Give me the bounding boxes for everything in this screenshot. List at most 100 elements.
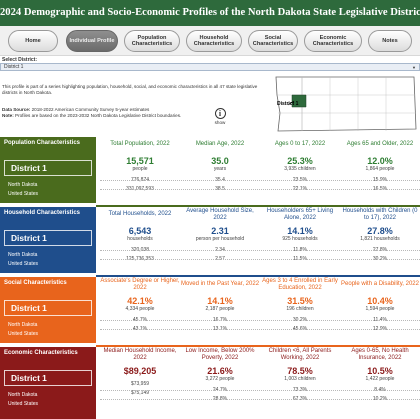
household-section: Household Characteristics District 1 Nor…	[0, 207, 420, 273]
section-sidebar: Population Characteristics District 1 No…	[0, 137, 96, 203]
district-select[interactable]: District 1 ▼	[0, 63, 420, 71]
show-label: show	[214, 120, 226, 125]
north-dakota-label: North Dakota	[8, 392, 38, 398]
stat-total-households: Total Households, 2022 6,543 households …	[100, 207, 180, 262]
district-select-label: Select District:	[2, 57, 38, 63]
stat-unit: 3,272 people	[205, 376, 235, 382]
united-states-label: United States	[8, 261, 39, 267]
stat-label: Children <6, All Parents Working, 2022	[268, 347, 332, 362]
united-states-label: United States	[8, 331, 39, 337]
section-sidebar: Social Characteristics District 1 North …	[0, 277, 96, 343]
source-text: 2018-2022 American Community Survey 5-ye…	[31, 107, 150, 112]
stat-label: Median Age, 2022	[195, 141, 245, 148]
stat-unit: person per household	[195, 236, 245, 242]
row-divider	[100, 180, 420, 181]
row-divider	[100, 329, 420, 330]
nav-economic-button[interactable]: Economic Characteristics	[304, 30, 362, 52]
row-divider	[100, 259, 420, 260]
stat-total-population: Total Population, 2022 15,571 people 776…	[100, 137, 180, 192]
map-district-label: District 1	[277, 101, 299, 107]
district-select-value: District 1	[4, 64, 24, 70]
stat-early-education: Ages 3 to 4 Enrolled in Early Education,…	[260, 277, 340, 333]
stat-unit: people	[132, 166, 148, 172]
stat-value: $89,205	[123, 366, 157, 376]
nav-individual-profile-button[interactable]: Individual Profile	[66, 30, 118, 52]
stat-households-children: Households with Children (0 to 17), 2022…	[340, 207, 420, 263]
stat-parents-working: Children <6, All Parents Working, 2022 7…	[260, 347, 340, 403]
stat-value: 10.4%	[367, 296, 393, 306]
stat-value: 42.1%	[127, 296, 153, 306]
stat-associates-degree: Associate's Degree or Higher, 2022 42.1%…	[100, 277, 180, 333]
north-dakota-label: North Dakota	[8, 182, 38, 188]
stat-value: 6,543	[128, 226, 152, 236]
row-divider	[100, 399, 420, 400]
section-separator	[96, 205, 420, 207]
stat-value: 21.6%	[207, 366, 233, 376]
stat-unit: 1,864 people	[365, 166, 395, 172]
stat-value: 35.0	[211, 156, 229, 166]
row-divider	[100, 189, 420, 190]
united-states-label: United States	[8, 401, 39, 407]
stat-label: Median Household Income, 2022	[103, 347, 177, 362]
social-section: Social Characteristics District 1 North …	[0, 277, 420, 343]
stat-label: Moved in the Past Year, 2022	[180, 281, 260, 288]
stat-unit: households	[127, 236, 153, 242]
section-title: Population Characteristics	[4, 140, 81, 146]
source-label: Data Source:	[2, 107, 31, 112]
intro-text: This profile is part of a series highlig…	[2, 84, 258, 95]
north-dakota-label: North Dakota	[8, 322, 38, 328]
stat-unit: 925 households	[282, 236, 318, 242]
nav-home-button[interactable]: Home	[8, 30, 58, 52]
stat-low-income: Low Income, Below 200% Poverty, 2022 21.…	[180, 347, 260, 403]
population-section: Population Characteristics District 1 No…	[0, 137, 420, 203]
section-separator	[96, 275, 420, 277]
stat-moved-past-year: Moved in the Past Year, 2022 14.1% 2,187…	[180, 277, 260, 332]
stat-unit: 1,422 people	[365, 376, 395, 382]
section-title: Social Characteristics	[4, 280, 67, 286]
stat-label: Ages 0-65, No Health Insurance, 2022	[351, 347, 409, 362]
stat-value: 78.5%	[287, 366, 313, 376]
section-district-label: District 1	[4, 230, 92, 246]
stat-label: Associate's Degree or Higher, 2022	[100, 277, 180, 292]
section-separator	[96, 345, 420, 347]
section-title: Economic Characteristics	[4, 350, 78, 356]
stat-label: Total Households, 2022	[108, 211, 172, 218]
nav-household-button[interactable]: Household Characteristics	[186, 30, 242, 52]
stat-unit: years	[213, 166, 227, 172]
north-dakota-label: North Dakota	[8, 252, 38, 258]
stat-nd-value: $73,959	[130, 381, 150, 387]
stat-value: 31.5%	[287, 296, 313, 306]
row-divider	[100, 250, 420, 251]
stat-median-age: Median Age, 2022 35.0 years 35.4 38.5	[180, 137, 260, 192]
stat-value: 12.0%	[367, 156, 393, 166]
section-district-label: District 1	[4, 160, 92, 176]
stat-value: 25.3%	[287, 156, 313, 166]
district-highlight	[291, 94, 307, 108]
source-block: Data Source: 2018-2022 American Communit…	[2, 107, 264, 119]
section-sidebar: Economic Characteristics District 1 Nort…	[0, 347, 96, 419]
stat-unit: 4,334 people	[125, 306, 155, 312]
stat-label: Average Household Size, 2022	[186, 207, 254, 222]
stat-value: 15,571	[126, 156, 154, 166]
stat-value: 10.5%	[367, 366, 393, 376]
nav-notes-button[interactable]: Notes	[368, 30, 412, 52]
stat-ages-65-plus: Ages 65 and Older, 2022 12.0% 1,864 peop…	[340, 137, 420, 192]
stat-label: Ages 3 to 4 Enrolled in Early Education,…	[262, 277, 338, 292]
info-icon: i	[214, 108, 226, 119]
stat-ages-0-17: Ages 0 to 17, 2022 25.3% 3,935 children …	[260, 137, 340, 192]
stat-label: Low Income, Below 200% Poverty, 2022	[185, 347, 255, 362]
section-title: Household Characteristics	[4, 210, 81, 216]
stat-value: 14.1%	[287, 226, 313, 236]
stat-us-value: $75,149	[130, 390, 150, 396]
economic-section: Economic Characteristics District 1 Nort…	[0, 347, 420, 419]
note-text: Profiles are based on the 2023-2032 Nort…	[15, 113, 182, 118]
map-pointer-line	[287, 100, 295, 106]
row-divider	[100, 320, 420, 321]
nav-population-button[interactable]: Population Characteristics	[124, 30, 180, 52]
stat-label: Ages 0 to 17, 2022	[274, 141, 326, 148]
show-info-button[interactable]: i show	[210, 108, 230, 125]
stat-disability: People with a Disability, 2022 10.4% 1,5…	[340, 277, 420, 332]
stat-label: Householders 65+ Living Alone, 2022	[266, 207, 334, 222]
nav-social-button[interactable]: Social Characteristics	[248, 30, 298, 52]
stat-label: Households with Children (0 to 17), 2022	[342, 207, 418, 222]
